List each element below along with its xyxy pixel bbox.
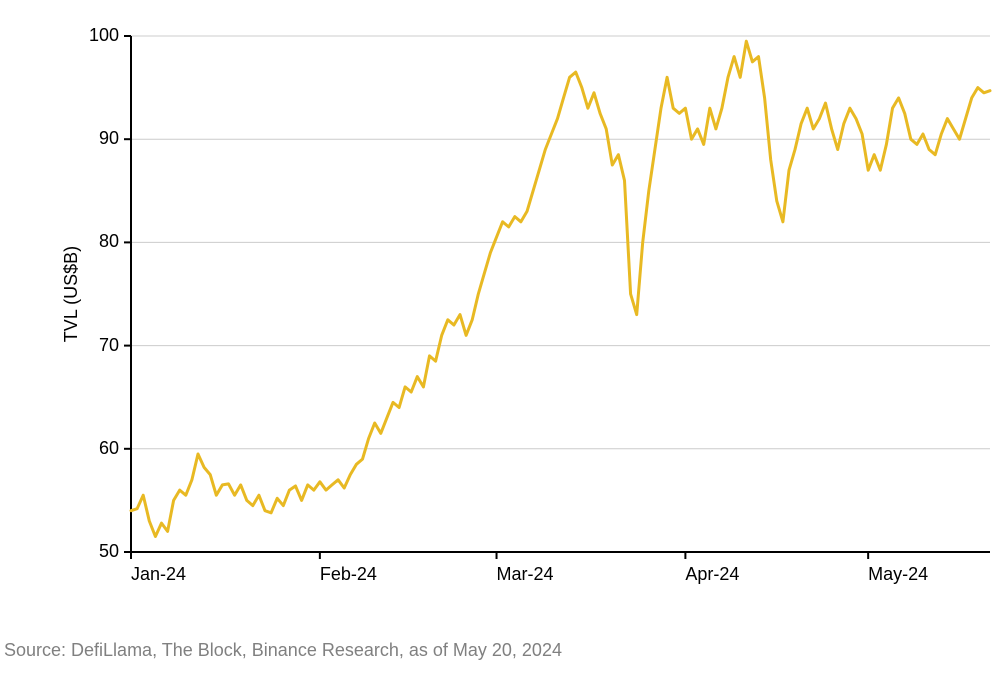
y-tick-label: 80	[99, 231, 119, 252]
y-tick-label: 90	[99, 128, 119, 149]
tvl-chart: TVL (US$B) 50 60 70 80 90 100 Jan-24 Feb-24 Mar…	[0, 0, 1006, 682]
x-tick-label: Apr-24	[685, 564, 739, 585]
y-tick-label: 50	[99, 541, 119, 562]
x-tick-label: Mar-24	[497, 564, 554, 585]
x-tick-label: Feb-24	[320, 564, 377, 585]
x-tick-label: May-24	[868, 564, 928, 585]
y-tick-label: 100	[89, 25, 119, 46]
source-caption: Source: DefiLlama, The Block, Binance Re…	[4, 640, 562, 661]
y-tick-label: 70	[99, 335, 119, 356]
y-tick-label: 60	[99, 438, 119, 459]
y-axis-label: TVL (US$B)	[61, 234, 82, 354]
x-tick-label: Jan-24	[131, 564, 186, 585]
